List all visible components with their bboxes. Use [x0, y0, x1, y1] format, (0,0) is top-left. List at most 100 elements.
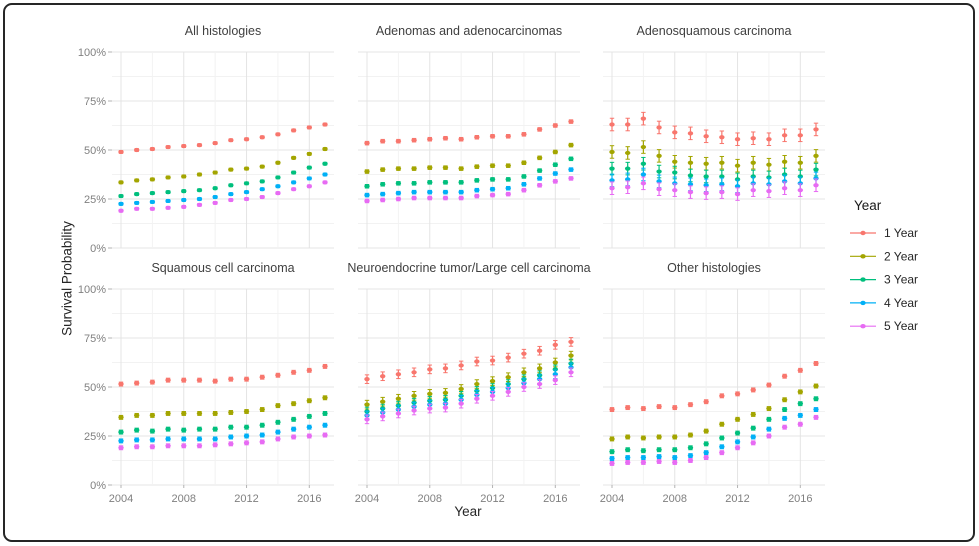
series-5-year	[364, 176, 574, 204]
data-point	[133, 200, 140, 206]
legend-key-point	[860, 230, 866, 236]
data-point	[536, 183, 543, 188]
data-point	[228, 192, 234, 197]
series-5-year	[364, 367, 574, 425]
data-point	[458, 190, 464, 195]
series-4-year	[118, 172, 328, 206]
data-point	[719, 135, 725, 140]
data-point	[521, 188, 527, 193]
data-point	[609, 149, 615, 155]
data-point	[290, 427, 297, 432]
data-point	[750, 426, 756, 431]
data-point	[640, 406, 647, 411]
data-point	[395, 181, 402, 186]
data-point	[395, 166, 402, 171]
data-point	[672, 447, 678, 452]
data-point	[734, 163, 741, 168]
data-point	[458, 180, 464, 185]
data-point	[687, 453, 694, 458]
data-point	[181, 436, 187, 442]
data-point	[118, 429, 124, 435]
y-tick-label: 25%	[84, 194, 106, 206]
data-point	[656, 459, 662, 464]
series-2-year	[118, 395, 328, 420]
legend-key-point	[860, 254, 866, 259]
data-point	[672, 170, 678, 175]
data-point	[149, 206, 156, 211]
data-point	[719, 393, 725, 398]
data-point	[364, 377, 370, 382]
data-point	[568, 119, 574, 124]
data-point	[243, 377, 250, 382]
data-point	[781, 186, 788, 191]
data-point	[118, 438, 124, 443]
data-point	[379, 139, 386, 144]
data-point	[703, 455, 709, 460]
data-point	[427, 180, 433, 185]
data-point	[243, 440, 250, 445]
data-point	[259, 423, 265, 428]
data-point	[364, 417, 370, 422]
data-point	[687, 402, 694, 407]
data-point	[474, 193, 480, 199]
data-point	[568, 167, 574, 172]
data-point	[640, 172, 647, 177]
x-tick-label: 2004	[600, 493, 624, 505]
data-point	[687, 182, 694, 187]
data-point	[797, 188, 804, 193]
data-point	[624, 405, 631, 410]
data-point	[734, 192, 741, 197]
data-point	[536, 155, 543, 160]
data-point	[118, 201, 124, 206]
data-point	[640, 448, 647, 453]
data-point	[212, 170, 218, 175]
data-point	[427, 367, 433, 372]
data-point	[149, 437, 156, 443]
series-5-year	[609, 176, 819, 201]
y-axis-title: Survival Probability	[59, 221, 75, 336]
data-point	[243, 181, 250, 186]
data-point	[797, 133, 804, 138]
data-point	[243, 196, 250, 202]
data-point	[505, 389, 511, 394]
data-point	[243, 137, 250, 142]
data-point	[640, 435, 647, 441]
data-point	[813, 153, 819, 158]
data-point	[212, 442, 218, 447]
data-point	[458, 166, 464, 171]
data-point	[781, 416, 788, 421]
data-point	[411, 138, 417, 143]
data-point	[797, 413, 804, 418]
data-point	[536, 381, 543, 387]
data-point	[489, 187, 496, 192]
data-point	[196, 188, 203, 193]
data-point	[656, 153, 662, 158]
data-point	[165, 144, 171, 150]
data-point	[196, 196, 203, 202]
facet-neuroendocrine-tumor-large-cell-carcinoma: Neuroendocrine tumor/Large cell carcinom…	[347, 261, 591, 486]
y-tick-label: 50%	[84, 382, 106, 394]
data-point	[243, 409, 250, 414]
legend-item-label: 5 Year	[884, 319, 918, 333]
data-point	[474, 359, 480, 364]
data-point	[411, 370, 417, 375]
data-point	[442, 136, 449, 141]
data-point	[149, 413, 156, 418]
data-point	[290, 401, 297, 406]
data-point	[521, 351, 527, 356]
data-point	[411, 408, 417, 413]
data-point	[322, 411, 328, 416]
data-point	[536, 127, 543, 132]
data-point	[521, 182, 527, 187]
series-1-year	[609, 111, 819, 146]
data-point	[766, 406, 772, 411]
data-point	[505, 375, 511, 380]
facet-squamous-cell-carcinoma: Squamous cell carcinoma	[112, 261, 334, 486]
data-point	[672, 460, 678, 465]
data-point	[228, 410, 234, 415]
series-1-year	[609, 361, 819, 412]
x-tick-label: 2012	[725, 493, 749, 505]
data-point	[734, 184, 741, 189]
data-point	[781, 407, 788, 412]
